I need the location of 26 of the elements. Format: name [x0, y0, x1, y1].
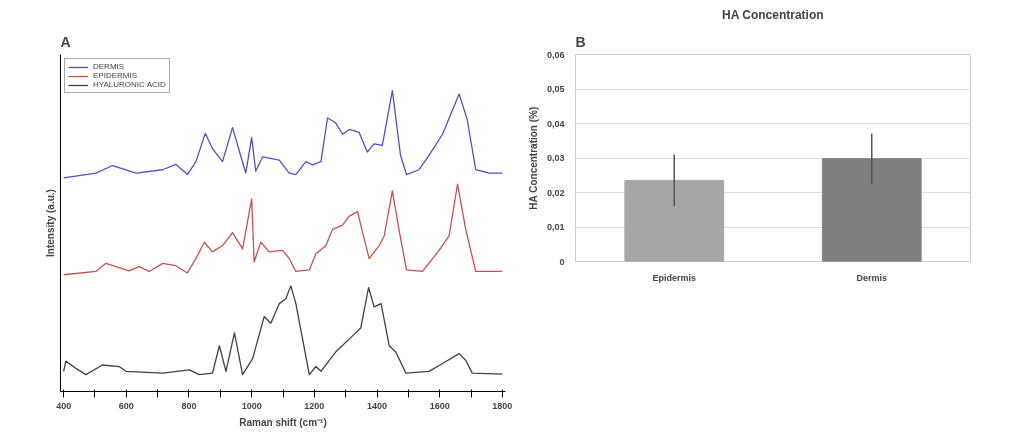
x-tick-label: 1400	[367, 400, 388, 411]
text: B	[575, 33, 586, 50]
x-axis-title: Raman shift (cm⁻¹)	[239, 416, 327, 428]
y-tick-label: 0,06	[546, 49, 565, 60]
y-axis-title: HA Concentration (%)	[527, 106, 539, 210]
y-axis-title: Intensity (a.u.)	[44, 189, 56, 257]
y-tick-label: 0,04	[546, 118, 565, 129]
y-tick-label: 0,02	[546, 187, 565, 198]
legend-label: EPIDERMIS	[93, 71, 138, 80]
x-tick-label: 800	[181, 400, 197, 411]
x-tick-label: 1200	[304, 400, 325, 411]
x-tick-label: Dermis	[856, 272, 888, 283]
legend-label: DERMIS	[93, 62, 125, 71]
y-tick-label: 0,05	[546, 84, 565, 94]
y-tick-label: 0,01	[546, 222, 565, 232]
x-tick-label: 400	[56, 400, 72, 411]
x-tick-label: 1800	[492, 400, 513, 411]
x-tick-label: 1600	[429, 400, 450, 411]
y-tick-label: 0	[559, 256, 565, 267]
legend-label: HYALURONIC ACID	[93, 80, 166, 89]
text: A	[60, 33, 71, 50]
y-tick-label: 0,03	[546, 153, 565, 163]
x-tick-label: 600	[118, 400, 134, 411]
x-tick-label: 1000	[241, 400, 262, 411]
x-tick-label: Epidermis	[652, 272, 697, 283]
chart-title: HA Concentration	[722, 7, 824, 22]
